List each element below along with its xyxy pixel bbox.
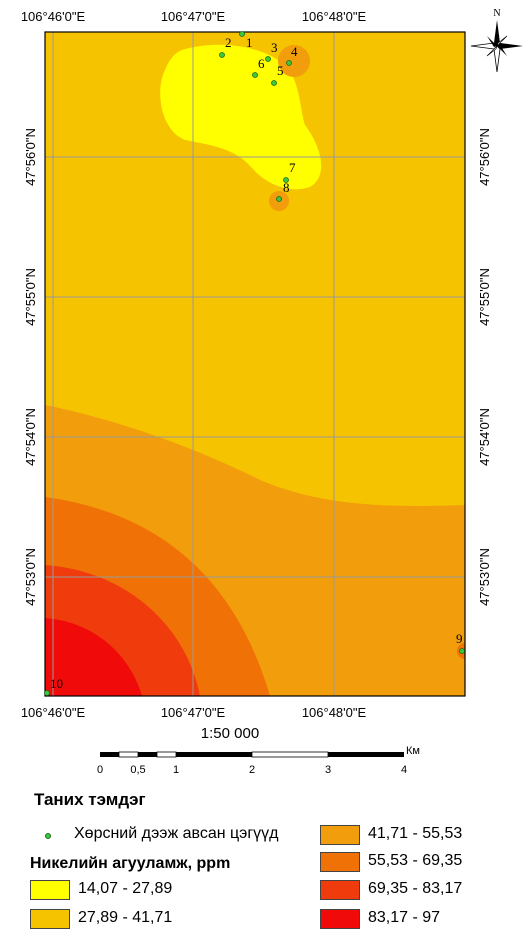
scale-ratio: 1:50 000 [201, 725, 259, 742]
nickel-concentration-surface [45, 32, 465, 696]
sample-point-label: 4 [291, 44, 298, 59]
north-label: N [493, 8, 500, 19]
legend-class-label: 55,53 - 69,35 [368, 852, 463, 869]
top-longitude-labels: 106°46'0"E 106°47'0"E 106°48'0"E [21, 9, 367, 24]
left-lat-label: 47°54'0"N [23, 408, 38, 466]
zone-83-97 [45, 618, 142, 696]
sample-point: 9 [456, 631, 465, 654]
scale-tick-label: 3 [325, 764, 331, 776]
bottom-lon-label: 106°48'0"E [302, 705, 367, 720]
sample-point-label: 1 [246, 35, 253, 50]
left-latitude-labels: 47°56'0"N 47°55'0"N 47°54'0"N 47°53'0"N [23, 128, 38, 606]
scale-bar: 0 0,5 1 2 3 4 Км [97, 745, 420, 776]
scale-tick-label: 4 [401, 764, 407, 776]
scale-tick-label: 2 [249, 764, 255, 776]
sample-point: 3 [265, 40, 278, 62]
scale-unit: Км [406, 745, 420, 757]
sample-point: 4 [286, 44, 298, 66]
sample-point: 6 [252, 56, 265, 78]
left-lat-label: 47°53'0"N [23, 548, 38, 606]
scale-tick-label: 1 [173, 764, 179, 776]
left-lat-label: 47°55'0"N [23, 268, 38, 326]
sample-point: 7 [283, 160, 296, 183]
legend-class-label: 83,17 - 97 [368, 909, 441, 926]
legend-class-label: 14,07 - 27,89 [78, 880, 173, 897]
legend-class-label: 41,71 - 55,53 [368, 825, 463, 842]
bottom-lon-label: 106°47'0"E [161, 705, 226, 720]
sample-point-label: 2 [225, 35, 232, 50]
top-lon-label: 106°48'0"E [302, 9, 367, 24]
sample-point-label: 3 [271, 40, 278, 55]
sample-points: 1 2 3 4 5 6 7 8 [44, 31, 465, 696]
sample-point: 8 [276, 180, 290, 202]
right-latitude-labels: 47°56'0"N 47°55'0"N 47°54'0"N 47°53'0"N [477, 128, 492, 606]
legend-swatch [320, 825, 360, 845]
legend-title: Таних тэмдэг [34, 790, 146, 809]
top-lon-label: 106°46'0"E [21, 9, 86, 24]
top-lon-label: 106°47'0"E [161, 9, 226, 24]
legend-swatch [320, 880, 360, 900]
sample-point-label: 6 [258, 56, 265, 71]
sample-point-label: 5 [277, 63, 284, 78]
legend-class-label: 69,35 - 83,17 [368, 880, 463, 897]
scale-tick-label: 0 [97, 764, 103, 776]
sample-point: 5 [271, 63, 284, 86]
sample-point-symbol-icon [45, 833, 51, 839]
bottom-lon-label: 106°46'0"E [21, 705, 86, 720]
legend-subtitle: Никелийн агууламж, ppm [30, 855, 231, 872]
right-lat-label: 47°54'0"N [477, 408, 492, 466]
legend-swatch [320, 852, 360, 872]
graticule [45, 32, 465, 696]
scale-tick-label: 0,5 [130, 764, 145, 776]
sample-point: 2 [219, 35, 232, 58]
legend-class-label: 27,89 - 41,71 [78, 909, 173, 926]
bottom-longitude-labels: 106°46'0"E 106°47'0"E 106°48'0"E [21, 705, 367, 720]
right-lat-label: 47°56'0"N [477, 128, 492, 186]
map-frame [44, 31, 466, 697]
right-lat-label: 47°53'0"N [477, 548, 492, 606]
sample-point-label: 10 [50, 676, 63, 691]
legend-swatch [30, 909, 70, 929]
legend-swatch [320, 909, 360, 929]
sample-point: 1 [239, 31, 253, 50]
hotspot-point-4 [278, 45, 310, 77]
left-lat-label: 47°56'0"N [23, 128, 38, 186]
sample-point: 10 [44, 676, 63, 696]
sample-point-label: 9 [456, 631, 463, 646]
sample-point-label: 7 [289, 160, 296, 175]
zone-14-27 [160, 44, 322, 190]
north-arrow-icon: N [470, 8, 523, 73]
sample-point-label: 8 [283, 180, 290, 195]
right-lat-label: 47°55'0"N [477, 268, 492, 326]
legend-swatch [30, 880, 70, 900]
legend-points-label: Хөрсний дээж авсан цэгүүд [74, 825, 279, 842]
